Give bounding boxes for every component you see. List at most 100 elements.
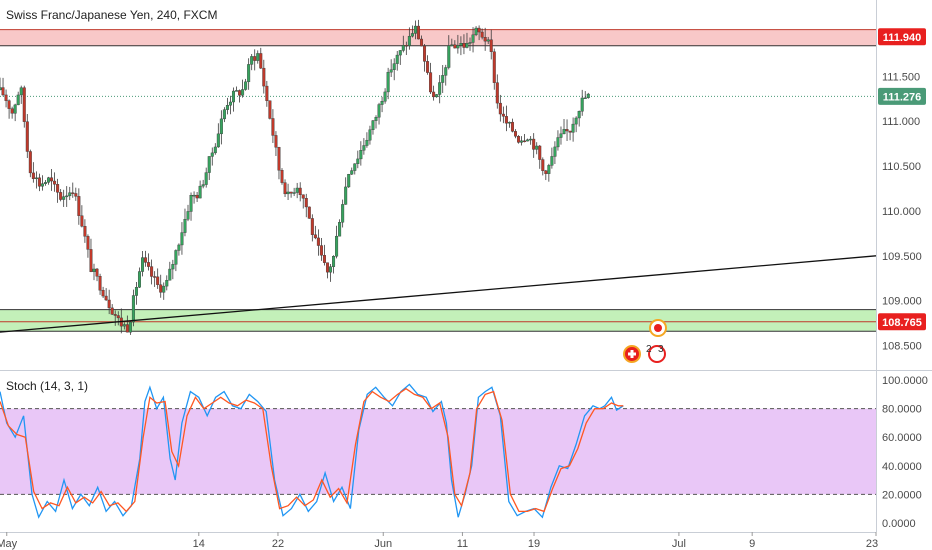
candle-body xyxy=(459,42,463,46)
candle-body xyxy=(398,50,402,56)
time-axis[interactable]: May 14 22 Jun 11 19 Jul 9 23 xyxy=(0,532,878,550)
candle-body xyxy=(498,102,502,115)
candle-body xyxy=(165,280,169,287)
candle-body xyxy=(450,44,454,46)
candle-body xyxy=(71,192,75,194)
candle-body xyxy=(568,130,572,133)
candle-body xyxy=(462,42,466,48)
price-axis[interactable]: 111.500 111.000 110.500 110.000 109.500 109.0… xyxy=(882,71,922,352)
candle-body xyxy=(480,31,484,38)
candle-body xyxy=(274,135,278,148)
candle-body xyxy=(489,39,493,52)
candle-body xyxy=(371,120,375,131)
candle-body xyxy=(125,324,129,333)
candle-body xyxy=(59,192,63,200)
candle-body xyxy=(65,195,69,198)
candle-body xyxy=(110,307,114,315)
candle-body xyxy=(37,177,41,187)
candle-body xyxy=(25,121,29,152)
candle-body xyxy=(301,194,305,199)
candle-body xyxy=(347,174,351,188)
event-marker-multi-icon[interactable] xyxy=(648,345,666,363)
price-tick-label: 110.000 xyxy=(882,206,921,218)
candle-body xyxy=(156,276,160,285)
candle-body xyxy=(86,236,90,250)
candle-body xyxy=(444,67,448,76)
candle-body xyxy=(7,100,11,109)
candle-body xyxy=(447,45,451,68)
price-tick-label: 108.500 xyxy=(882,341,922,353)
event-marker-count-3: 3 xyxy=(658,344,664,355)
candle-body xyxy=(526,139,530,142)
candle-body xyxy=(380,101,384,105)
price-pane[interactable]: Swiss Franc/Japanese Yen, 240, FXCM xyxy=(0,8,877,335)
candle-body xyxy=(583,97,587,100)
candle-body xyxy=(344,186,348,205)
candle-body xyxy=(389,69,393,73)
candle-body xyxy=(144,257,148,263)
time-tick-label: Jul xyxy=(672,538,686,550)
stochastic-tick-label: 20.0000 xyxy=(882,489,922,501)
candle-body xyxy=(550,156,554,166)
candle-body xyxy=(453,44,457,49)
candle-body xyxy=(325,262,329,273)
candle-body xyxy=(271,118,275,136)
stochastic-tick-label: 40.0000 xyxy=(882,461,922,473)
candle-body xyxy=(332,256,336,267)
price-tick-label: 111.000 xyxy=(882,116,920,128)
candle-body xyxy=(544,170,548,174)
candle-body xyxy=(410,33,414,37)
resistance-price-label: 111.940 xyxy=(883,32,922,44)
candle-body xyxy=(404,45,408,47)
candle-body xyxy=(43,182,47,184)
support-price-tag xyxy=(878,313,926,331)
candle-body xyxy=(98,276,102,291)
trendline[interactable] xyxy=(0,255,877,333)
time-tick-label: 23 xyxy=(866,538,878,550)
candle-body xyxy=(137,271,141,288)
candle-body xyxy=(13,104,17,114)
candle-body xyxy=(162,285,166,293)
candle-body xyxy=(4,94,8,101)
candle-body xyxy=(520,140,524,143)
candle-body xyxy=(31,172,35,179)
candle-body xyxy=(219,118,223,135)
candle-body xyxy=(492,51,496,83)
candle-body xyxy=(392,63,396,70)
stochastic-axis[interactable]: 100.0000 80.0000 60.0000 40.0000 20.0000 0.00… xyxy=(882,375,928,530)
candle-body xyxy=(231,90,235,103)
candle-body xyxy=(416,25,420,40)
event-markers[interactable]: 2 3 xyxy=(623,319,667,363)
candle-body xyxy=(89,249,93,272)
candle-body xyxy=(310,218,314,235)
stochastic-tick-label: 100.0000 xyxy=(882,375,928,387)
resistance-zone xyxy=(0,29,876,46)
candle-body xyxy=(329,266,333,273)
candle-body xyxy=(19,87,23,96)
candle-body xyxy=(268,100,272,119)
candle-body xyxy=(350,170,354,175)
candle-body xyxy=(92,268,96,272)
time-tick-label: 19 xyxy=(528,538,540,550)
candle-body xyxy=(504,116,508,124)
candle-body xyxy=(532,138,536,150)
stochastic-pane[interactable]: Stoch (14, 3, 1) xyxy=(0,379,876,519)
candle-body xyxy=(419,38,423,47)
candle-body xyxy=(559,133,563,138)
candle-body xyxy=(577,111,581,119)
candle-body xyxy=(150,266,154,277)
price-tick-label: 111.500 xyxy=(882,71,920,83)
candle-body xyxy=(153,276,157,278)
stochastic-label: Stoch (14, 3, 1) xyxy=(6,379,88,393)
candle-body xyxy=(495,82,499,104)
candle-body xyxy=(116,315,120,319)
candle-body xyxy=(244,81,248,90)
candle-body xyxy=(456,45,460,49)
stochastic-k-line xyxy=(0,383,624,519)
candle-body xyxy=(204,172,208,185)
candle-body xyxy=(50,177,54,182)
stochastic-tick-label: 80.0000 xyxy=(882,404,922,416)
candle-body xyxy=(247,64,251,83)
candle-body xyxy=(356,158,360,164)
